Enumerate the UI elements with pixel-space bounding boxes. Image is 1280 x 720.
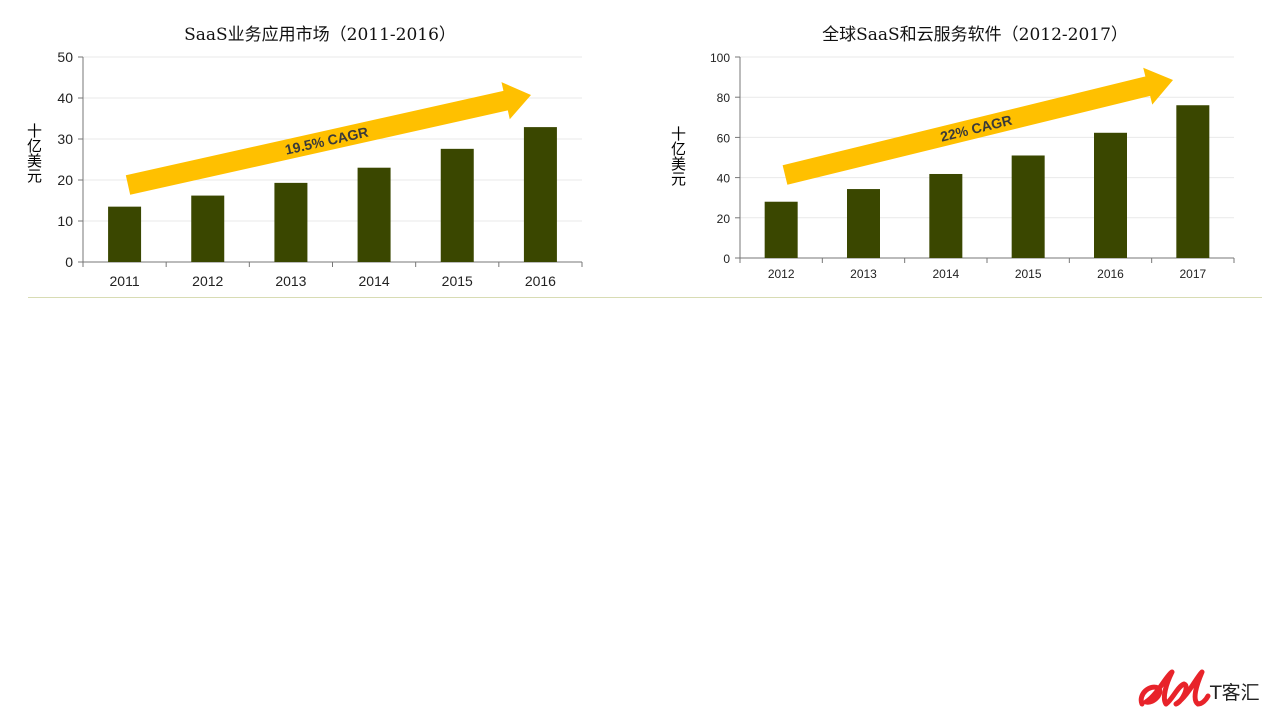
x-tick-label: 2017	[1179, 267, 1206, 281]
y-tick-label: 0	[65, 254, 73, 270]
bar	[847, 189, 880, 258]
logo-text: T客汇	[1210, 682, 1260, 704]
x-tick-label: 2012	[768, 267, 795, 281]
bar	[1094, 132, 1127, 258]
bar	[274, 182, 308, 262]
cagr-arrow-shape	[125, 82, 532, 195]
x-tick-label: 2015	[442, 273, 473, 289]
x-tick-label: 2014	[932, 267, 959, 281]
y-axis-label-right: 十亿美元	[669, 126, 687, 186]
x-tick-label: 2011	[110, 273, 140, 289]
bar	[191, 195, 225, 262]
y-tick-label: 100	[710, 51, 730, 65]
bar	[929, 173, 963, 258]
bar-chart-right: 0 20 40 60 80 100 2012 2013 2014 2015 2016 2017 22% …	[710, 51, 1235, 281]
bar	[108, 206, 142, 262]
bar	[1176, 105, 1210, 259]
y-tick-label: 40	[57, 90, 73, 106]
x-tick-label: 2015	[1015, 267, 1042, 281]
chart-title-right: 全球SaaS和云服务软件（2012-2017）	[822, 25, 1128, 45]
bar	[1011, 155, 1045, 258]
brand-logo: T客汇	[1136, 664, 1276, 714]
x-tick-label: 2012	[192, 273, 223, 289]
x-tick-label: 2014	[359, 273, 390, 289]
cagr-arrow-shape	[782, 67, 1173, 185]
x-tick-label: 2013	[275, 273, 306, 289]
y-axis-label-left: 十亿美元	[25, 123, 43, 183]
bar	[523, 127, 557, 262]
section-divider	[28, 297, 1262, 298]
cagr-label: 22% CAGR	[939, 112, 1014, 145]
y-tick-label: 30	[57, 131, 73, 147]
x-tick-label: 2013	[850, 267, 877, 281]
bar	[764, 201, 798, 258]
bar	[440, 148, 474, 262]
y-tick-label: 40	[717, 172, 731, 186]
x-tick-label: 2016	[525, 273, 556, 289]
logo-mark-icon	[1138, 669, 1211, 707]
y-tick-label: 0	[723, 252, 730, 266]
y-tick-label: 20	[717, 212, 731, 226]
chart-title-left: SaaS业务应用市场（2011-2016）	[184, 25, 456, 45]
y-tick-label: 80	[717, 91, 731, 105]
y-tick-label: 10	[57, 213, 73, 229]
y-tick-label: 50	[57, 49, 73, 65]
x-tick-label: 2016	[1097, 267, 1124, 281]
y-tick-label: 20	[57, 172, 73, 188]
y-tick-label: 60	[717, 131, 731, 145]
bar	[357, 167, 391, 262]
